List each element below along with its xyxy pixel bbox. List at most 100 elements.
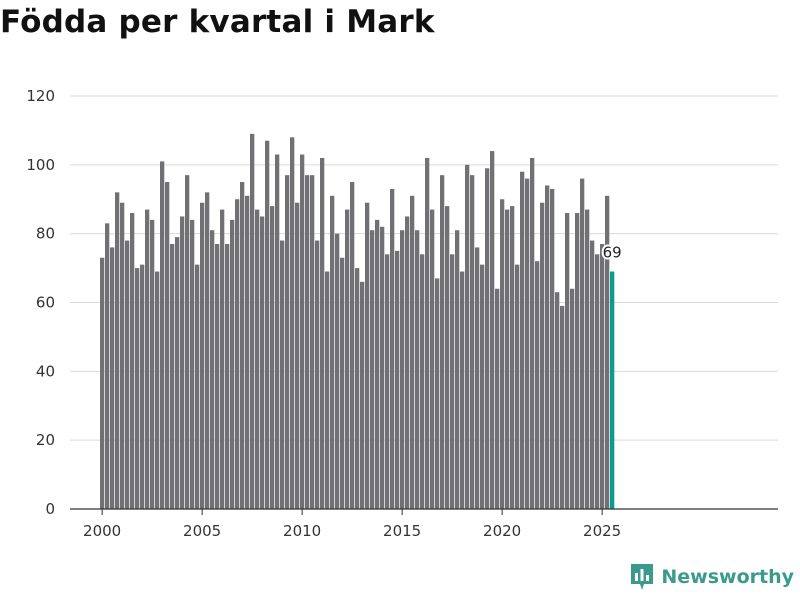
bar (210, 230, 215, 509)
bar (440, 175, 445, 510)
bar (560, 305, 565, 509)
bar (365, 202, 370, 510)
bar (115, 192, 120, 509)
bar (265, 140, 270, 509)
bar (465, 164, 470, 510)
y-tick-label: 120 (26, 87, 55, 105)
bar (150, 219, 155, 509)
bar (390, 188, 395, 510)
bar (505, 209, 510, 509)
bar (530, 157, 535, 509)
y-tick-label: 40 (36, 362, 55, 380)
bar (550, 188, 555, 510)
bar (260, 216, 265, 510)
bar (175, 237, 180, 509)
bar (485, 168, 490, 509)
bar (350, 182, 355, 509)
bar (225, 243, 230, 509)
bar (100, 257, 105, 509)
x-tick-label: 2000 (83, 522, 121, 540)
bar (160, 161, 165, 509)
bars (100, 133, 615, 510)
labels: 0 20 40 60 80 100 120 2000 2005 2010 2015 2020 2025 6… (26, 87, 623, 540)
chart-title: Födda per kvartal i Mark (0, 4, 435, 40)
bar (250, 133, 255, 509)
bar (240, 182, 245, 509)
bar (515, 264, 520, 509)
bar (375, 219, 380, 509)
bar (330, 195, 335, 509)
bar (325, 271, 330, 509)
bar (135, 268, 140, 509)
bar (220, 209, 225, 509)
bar (455, 230, 460, 509)
bar (400, 230, 405, 509)
bar (190, 219, 195, 509)
bar (480, 264, 485, 509)
bar (305, 175, 310, 510)
axes (70, 508, 778, 515)
bar (335, 233, 340, 509)
x-tick-label: 2025 (583, 522, 621, 540)
bar (120, 202, 125, 510)
bar (215, 243, 220, 509)
bar (525, 178, 530, 509)
bar (295, 202, 300, 510)
y-tick-label: 60 (36, 294, 55, 312)
bar (425, 157, 430, 509)
bar (410, 195, 415, 509)
bar (605, 195, 610, 509)
bar (275, 154, 280, 509)
bar (195, 264, 200, 509)
data-label: 69 (603, 244, 622, 262)
bar (170, 243, 175, 509)
bar (380, 226, 385, 510)
bar (535, 261, 540, 509)
bar (290, 137, 295, 510)
bar (245, 195, 250, 509)
bar (510, 206, 515, 509)
bar (110, 247, 115, 509)
bar (345, 209, 350, 509)
bar (285, 175, 290, 510)
bar (395, 250, 400, 509)
bar (565, 213, 570, 509)
bar (165, 182, 170, 509)
bar (545, 185, 550, 509)
bar (200, 202, 205, 510)
newsworthy-logo-icon (631, 564, 654, 590)
bar (590, 240, 595, 510)
brand-logo[interactable]: Newsworthy (629, 562, 794, 592)
bar (145, 209, 150, 509)
bar (385, 254, 390, 509)
y-tick-label: 100 (26, 156, 55, 174)
y-tick-label: 0 (45, 500, 55, 518)
data-label-halo: 69 (603, 244, 622, 262)
bar (430, 209, 435, 509)
bar-highlight (610, 271, 615, 509)
bar (230, 219, 235, 509)
x-tick-label: 2020 (483, 522, 521, 540)
bar (520, 171, 525, 509)
bar (155, 271, 160, 509)
bar (130, 213, 135, 509)
bar (415, 230, 420, 509)
bar (445, 206, 450, 509)
bar (540, 202, 545, 510)
bar (355, 268, 360, 509)
bar (315, 240, 320, 510)
bar (235, 199, 240, 509)
bar (360, 281, 365, 509)
x-tick-label: 2010 (283, 522, 321, 540)
bar (460, 271, 465, 509)
bar (555, 292, 560, 509)
x-tick-label: 2015 (383, 522, 421, 540)
bar (180, 216, 185, 510)
bar (125, 240, 130, 510)
bar (495, 288, 500, 509)
bar (185, 175, 190, 510)
bar (420, 254, 425, 509)
bar (270, 206, 275, 509)
bar (300, 154, 305, 509)
